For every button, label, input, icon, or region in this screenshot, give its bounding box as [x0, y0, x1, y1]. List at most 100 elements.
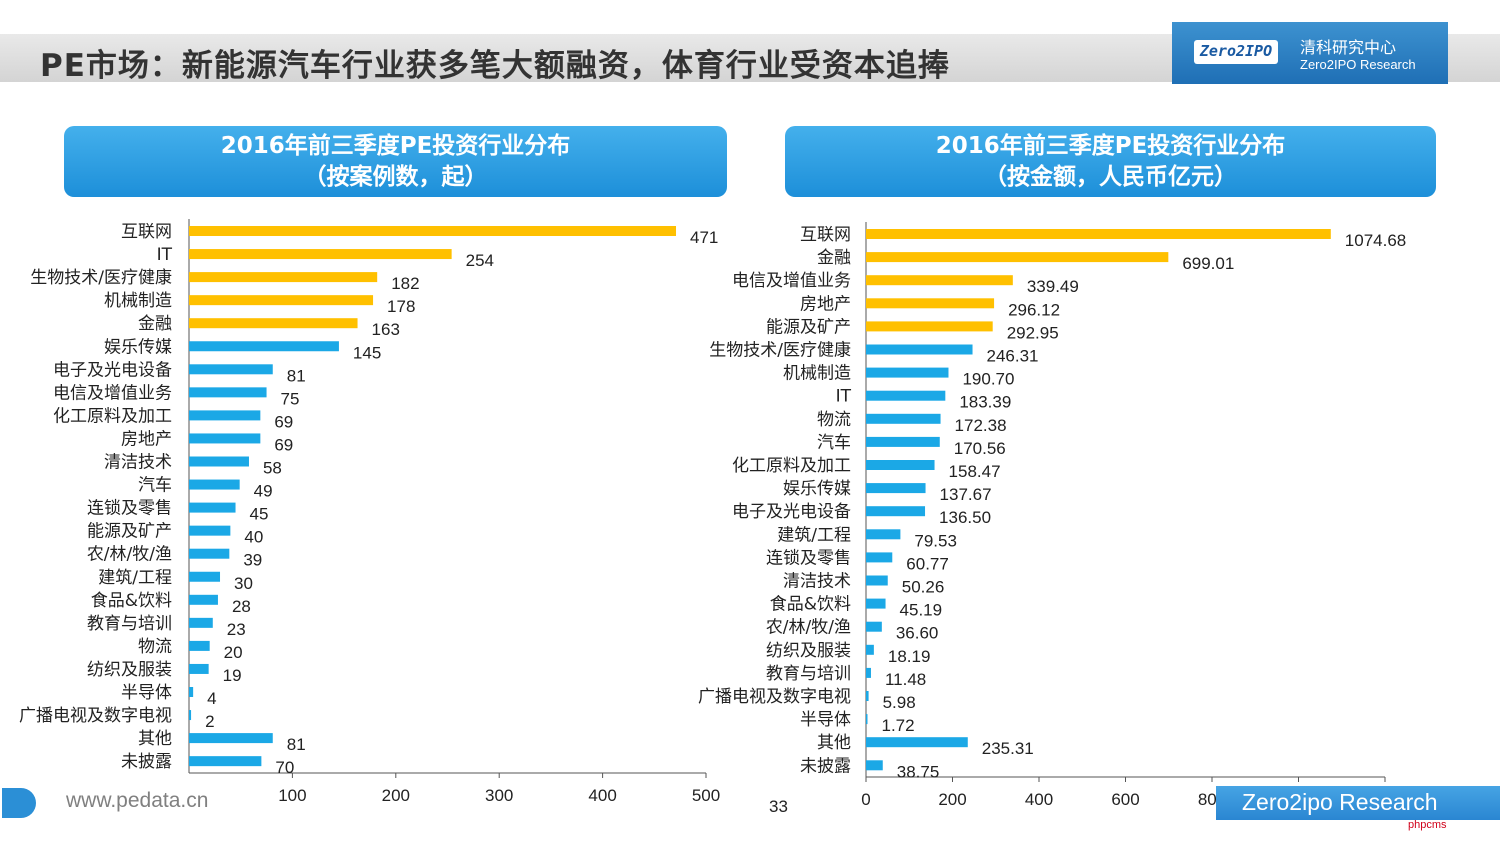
left-data-label: 471: [690, 228, 718, 247]
right-x-tick-label: 600: [1111, 790, 1139, 809]
right-category-label: 半导体: [800, 710, 851, 730]
left-bar: [189, 341, 339, 352]
left-bar: [189, 249, 452, 260]
right-data-label: 38.75: [897, 762, 940, 781]
right-bar: [866, 367, 949, 378]
watermark-text: Zero2ipo Research: [1242, 789, 1438, 815]
left-data-label: 58: [263, 459, 282, 478]
watermark-bar: [1216, 786, 1500, 820]
right-bar: [866, 575, 888, 586]
left-data-label: 182: [391, 274, 419, 293]
left-data-label: 75: [281, 389, 300, 408]
left-x-tick-label: 200: [382, 786, 410, 805]
left-x-tick-label: 100: [278, 786, 306, 805]
right-data-label: 296.12: [1008, 300, 1060, 319]
watermark-small-text: phpcms: [1408, 819, 1447, 831]
left-category-label: 机械制造: [104, 291, 172, 311]
left-category-label: 互联网: [121, 222, 172, 242]
right-data-label: 158.47: [949, 462, 1001, 481]
left-category-label: 物流: [138, 637, 172, 657]
right-bar: [866, 390, 946, 401]
zero2ipo-logo: Zero2IPO 清科研究中心 Zero2IPO Research: [1172, 22, 1448, 84]
left-category-label: 房地产: [121, 429, 172, 449]
left-data-label: 23: [227, 620, 246, 639]
left-data-label: 28: [232, 597, 251, 616]
right-bar: [866, 691, 869, 701]
right-bar: [866, 760, 883, 771]
left-chart-subtitle: （按案例数，起）: [303, 164, 488, 190]
left-data-label: 163: [372, 320, 400, 339]
left-category-label: 清洁技术: [104, 453, 172, 473]
right-data-label: 1.72: [882, 716, 915, 735]
left-bar: [189, 756, 262, 767]
footer-accent-shape: [2, 788, 36, 818]
right-category-label: 汽车: [817, 433, 851, 453]
right-bar: [866, 621, 882, 632]
right-bar: [866, 483, 926, 494]
right-bar: [866, 344, 973, 355]
right-category-label: 电信及增值业务: [732, 271, 851, 291]
right-data-label: 339.49: [1027, 277, 1079, 296]
left-data-label: 49: [254, 482, 273, 501]
left-bar: [189, 364, 273, 375]
right-category-label: 食品&饮料: [770, 595, 851, 615]
left-data-label: 45: [250, 505, 269, 524]
left-bar: [189, 571, 221, 582]
left-bar: [189, 502, 236, 513]
left-category-label: 连锁及零售: [87, 499, 172, 519]
page-number: 33: [769, 797, 788, 816]
right-data-label: 190.70: [962, 370, 1014, 389]
right-bar: [866, 667, 871, 678]
website-url: www.pedata.cn: [66, 789, 209, 812]
right-data-label: 5.98: [883, 693, 916, 712]
left-bar: [189, 433, 261, 444]
page-title: PE市场：新能源汽车行业获多笔大额融资，体育行业受资本追捧: [40, 48, 950, 84]
right-data-label: 172.38: [955, 416, 1007, 435]
right-bar: [866, 275, 1013, 286]
left-chart-header: 2016年前三季度PE投资行业分布 （按案例数，起）: [64, 126, 727, 197]
right-data-label: 246.31: [987, 347, 1039, 366]
left-category-label: 农/林/牧/渔: [87, 545, 172, 565]
right-bar: [866, 529, 901, 540]
left-data-label: 81: [287, 735, 306, 754]
left-data-label: 20: [224, 643, 243, 662]
right-category-label: 机械制造: [783, 364, 851, 384]
logo-badge: Zero2IPO: [1194, 40, 1278, 64]
right-data-label: 18.19: [888, 647, 931, 666]
left-category-label: 建筑/工程: [98, 568, 172, 588]
left-category-label: 金融: [138, 314, 172, 334]
right-category-label: 房地产: [800, 294, 851, 314]
left-data-label: 4: [207, 689, 216, 708]
right-category-label: 电子及光电设备: [732, 502, 851, 522]
left-category-label: 娱乐传媒: [104, 337, 172, 357]
right-category-label: 连锁及零售: [766, 548, 851, 568]
right-category-label: 能源及矿产: [766, 317, 851, 337]
right-category-label: 纺织及服装: [766, 641, 851, 661]
left-category-label: 电信及增值业务: [53, 383, 172, 403]
right-data-label: 235.31: [982, 739, 1034, 758]
left-category-label: 生物技术/医疗健康: [30, 268, 172, 288]
left-x-tick-label: 400: [588, 786, 616, 805]
right-data-label: 170.56: [954, 439, 1006, 458]
left-bar: [189, 226, 677, 236]
left-bar: [189, 617, 213, 628]
right-bar: [866, 737, 968, 748]
left-data-label: 2: [205, 712, 214, 731]
right-category-label: 娱乐传媒: [783, 479, 851, 499]
right-bar: [866, 321, 993, 332]
right-chart-title: 2016年前三季度PE投资行业分布: [935, 133, 1286, 159]
right-data-label: 60.77: [906, 554, 949, 573]
right-bar: [866, 413, 941, 424]
left-bar: [189, 295, 374, 306]
right-data-label: 11.48: [885, 670, 926, 689]
right-category-label: 化工原料及加工: [732, 456, 851, 476]
right-bar: [866, 644, 874, 655]
left-data-label: 39: [243, 551, 262, 570]
left-data-label: 69: [274, 435, 293, 454]
right-category-label: 未披露: [800, 756, 851, 776]
right-bar: [866, 252, 1169, 263]
right-category-label: 广播电视及数字电视: [698, 687, 851, 707]
left-bar: [189, 594, 218, 605]
right-x-tick-label: 0: [861, 790, 870, 809]
left-bar: [189, 318, 358, 329]
